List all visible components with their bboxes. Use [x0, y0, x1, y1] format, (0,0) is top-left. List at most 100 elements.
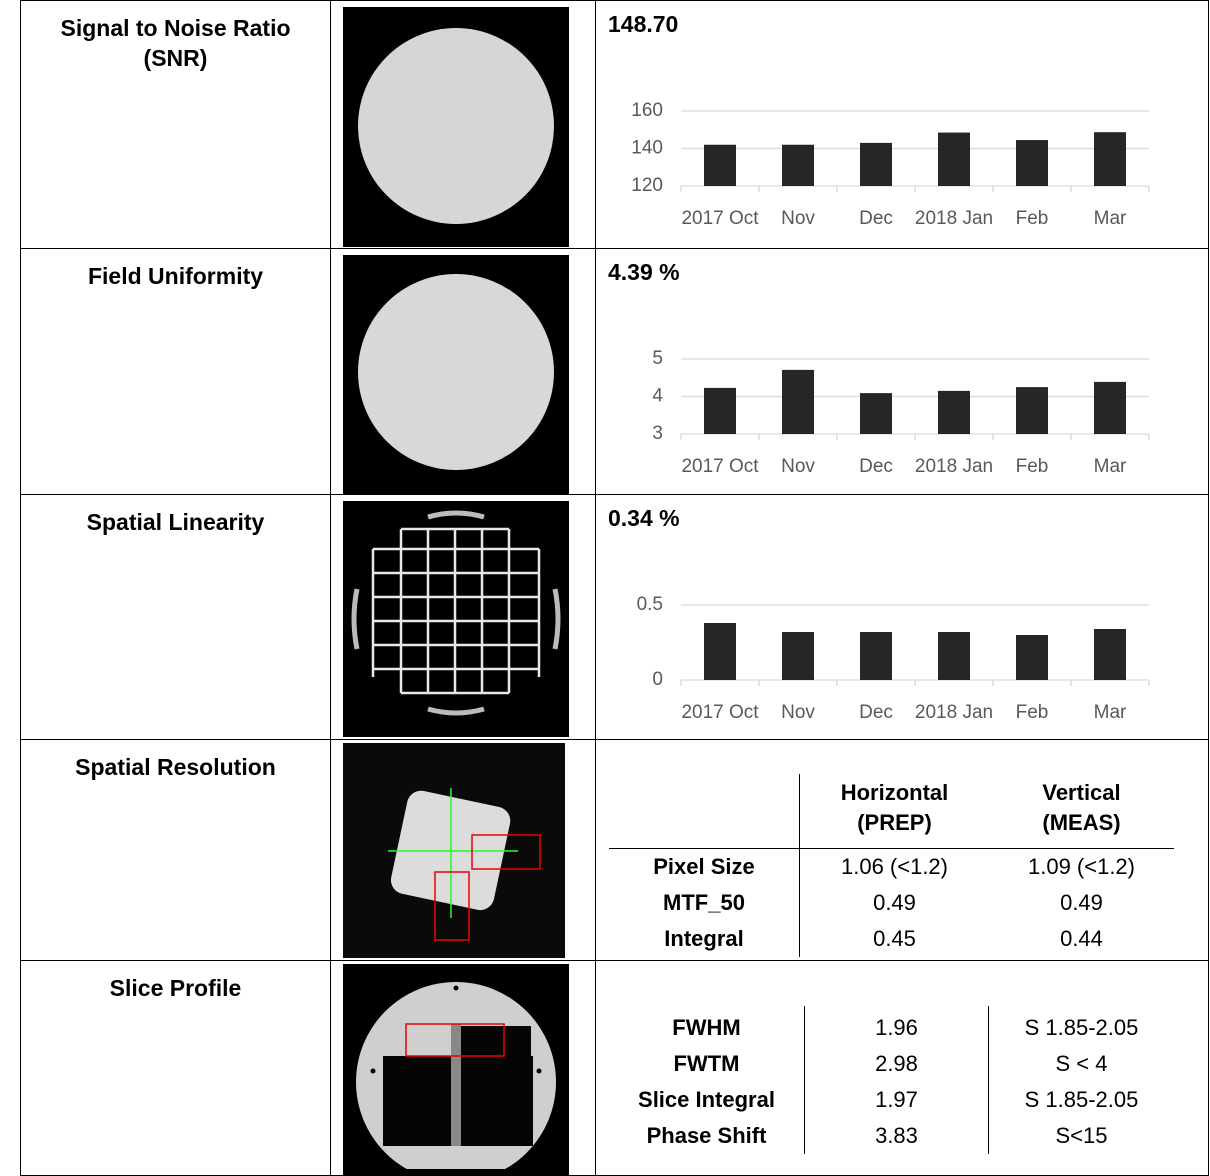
trend-chart: 0 0.5 2017 Oct Nov Dec 2018 Jan Feb Mar — [637, 594, 1150, 723]
table-value: 0.49 — [1060, 890, 1103, 915]
x-tick-label: Nov — [781, 456, 815, 477]
result-value: 148.70 — [608, 11, 679, 37]
table-value: 1.09 (<1.2) — [1027, 854, 1135, 879]
x-tick-label: 2018 Jan — [915, 456, 993, 477]
result-cell: 0.34 % 0 0.5 2017 Oct Nov Dec 2018 Jan Feb Mar — [595, 494, 1209, 740]
x-tick-label: Mar — [1094, 702, 1127, 723]
x-tick-label: Mar — [1094, 456, 1127, 477]
phantom-image — [343, 501, 569, 737]
slice-table: FWHM 1.96 S 1.85-2.05 FWTM 2.98 S < 4 Slice In… — [609, 1006, 1174, 1154]
table-value: 1.97 — [804, 1082, 988, 1118]
table-value: 0.44 — [1060, 926, 1103, 951]
x-tick-label: 2018 Jan — [915, 208, 993, 229]
bar — [1094, 381, 1126, 434]
x-tick-label: Dec — [859, 208, 893, 229]
phantom-image — [343, 964, 569, 1176]
y-tick-label: 0 — [652, 669, 663, 690]
x-tick-label: Nov — [781, 208, 815, 229]
bar — [782, 144, 814, 186]
row-label: Spatial Linearity — [20, 494, 331, 740]
result-value: 4.39 % — [608, 259, 680, 285]
row-label: Field Uniformity — [20, 248, 331, 495]
bar — [938, 132, 970, 186]
x-tick-label: Nov — [781, 702, 815, 723]
table-value: S<15 — [988, 1118, 1174, 1154]
bar — [1094, 132, 1126, 186]
bar — [782, 632, 814, 680]
header-spacer — [609, 774, 799, 849]
phantom-image — [343, 7, 569, 247]
table-value: 1.06 (<1.2) — [799, 849, 989, 885]
image-cell — [330, 248, 596, 495]
bar — [860, 632, 892, 680]
y-tick-label: 0.5 — [637, 594, 663, 615]
table-value: 3.83 — [804, 1118, 988, 1154]
row: Slice Profile FWHM 1.96 S 1.85-2.05 FWTM 2.9… — [20, 960, 1209, 1176]
y-tick-label: 4 — [652, 386, 663, 407]
table-value: S 1.85-2.05 — [988, 1006, 1174, 1046]
row: Spatial Linearity 0.34 % 0 0.5 2017 Oct Nov… — [20, 494, 1209, 740]
row-label: Spatial Resolution — [20, 739, 331, 961]
table-value: 0.49 — [799, 885, 989, 921]
table-value: S 1.85-2.05 — [988, 1082, 1174, 1118]
result-value: 0.34 % — [608, 505, 680, 531]
y-tick-label: 3 — [652, 423, 663, 444]
row: Signal to Noise Ratio (SNR) 148.70 120 14… — [20, 0, 1209, 249]
trend-chart: 120 140 160 2017 Oct Nov Dec 2018 Jan Feb Mar — [631, 100, 1150, 229]
x-tick-label: 2017 Oct — [681, 208, 759, 229]
phantom-image — [343, 255, 569, 495]
table-value: 1.96 — [804, 1006, 988, 1046]
y-tick-label: 120 — [631, 175, 663, 196]
image-cell — [330, 960, 596, 1176]
bar — [1016, 387, 1048, 434]
phantom-image — [343, 743, 565, 958]
row-label: FWHM — [672, 1015, 741, 1040]
row-label: MTF_50 — [663, 890, 745, 915]
qa-table: Signal to Noise Ratio (SNR) 148.70 120 14… — [20, 0, 1209, 1176]
row-label: Slice Integral — [638, 1087, 775, 1112]
bar — [938, 632, 970, 680]
x-tick-label: Feb — [1016, 702, 1049, 723]
row: Spatial Resolution Horizontal (PREP) Vert… — [20, 739, 1209, 961]
row-label: Integral — [664, 926, 744, 951]
resolution-table: Horizontal (PREP) Vertical (MEAS) Pixel Si… — [609, 774, 1174, 957]
bar — [704, 623, 736, 680]
bar — [704, 387, 736, 434]
row-label: Signal to Noise Ratio (SNR) — [20, 0, 331, 249]
bar — [1094, 629, 1126, 680]
x-tick-label: 2017 Oct — [681, 456, 759, 477]
bar — [1016, 635, 1048, 680]
table-value: S < 4 — [988, 1046, 1174, 1082]
result-cell: Horizontal (PREP) Vertical (MEAS) Pixel Si… — [595, 739, 1209, 961]
bar — [860, 142, 892, 186]
image-cell — [330, 739, 596, 961]
x-tick-label: Feb — [1016, 456, 1049, 477]
x-tick-label: 2018 Jan — [915, 702, 993, 723]
y-tick-label: 160 — [631, 100, 663, 121]
table-value: 2.98 — [804, 1046, 988, 1082]
y-tick-label: 140 — [631, 138, 663, 159]
y-tick-label: 5 — [652, 348, 663, 369]
row-label: Pixel Size — [653, 854, 755, 879]
x-tick-label: 2017 Oct — [681, 702, 759, 723]
x-tick-label: Mar — [1094, 208, 1127, 229]
result-cell: 148.70 120 140 160 2017 Oct Nov Dec 2018 Jan Fe… — [595, 0, 1209, 249]
result-cell: FWHM 1.96 S 1.85-2.05 FWTM 2.98 S < 4 Slice In… — [595, 960, 1209, 1176]
column-header: Vertical (MEAS) — [989, 774, 1174, 849]
bar — [938, 390, 970, 434]
row-label: Slice Profile — [20, 960, 331, 1176]
image-cell — [330, 0, 596, 249]
x-tick-label: Dec — [859, 456, 893, 477]
trend-chart: 3 4 5 2017 Oct Nov Dec 2018 Jan Feb Mar — [652, 348, 1150, 477]
x-tick-label: Dec — [859, 702, 893, 723]
bar — [860, 393, 892, 434]
row-label: FWTM — [673, 1051, 740, 1076]
row: Field Uniformity 4.39 % 3 4 5 2017 Oct Nov De… — [20, 248, 1209, 495]
bar — [704, 144, 736, 186]
x-tick-label: Feb — [1016, 208, 1049, 229]
table-value: 0.45 — [799, 921, 989, 957]
result-cell: 4.39 % 3 4 5 2017 Oct Nov Dec 2018 Jan Feb Mar — [595, 248, 1209, 495]
bar — [782, 369, 814, 434]
column-header: Horizontal (PREP) — [799, 774, 989, 849]
